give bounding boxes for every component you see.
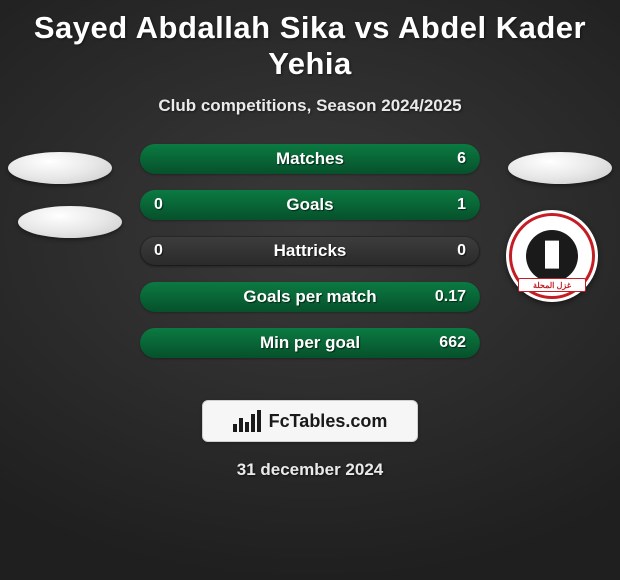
club-logo-inner: [526, 230, 578, 282]
stat-label: Min per goal: [140, 328, 480, 358]
stat-value-left: 0: [154, 236, 163, 266]
stat-value-right: 6: [457, 144, 466, 174]
brand-text: FcTables.com: [269, 411, 388, 432]
brand-badge[interactable]: FcTables.com: [202, 400, 418, 442]
player-right-badge: [508, 152, 612, 184]
player-left-badge-1: [8, 152, 112, 184]
page-title: Sayed Abdallah Sika vs Abdel Kader Yehia: [0, 0, 620, 82]
comparison-card: Sayed Abdallah Sika vs Abdel Kader Yehia…: [0, 0, 620, 480]
snapshot-date: 31 december 2024: [0, 460, 620, 480]
stat-row: Hattricks0 0: [140, 236, 480, 266]
stat-value-right: 1: [457, 190, 466, 220]
stat-label: Goals per match: [140, 282, 480, 312]
stat-value-left: 0: [154, 190, 163, 220]
stat-row: Goals0 1: [140, 190, 480, 220]
club-logo: غزل المحلة: [506, 210, 598, 302]
subtitle: Club competitions, Season 2024/2025: [0, 96, 620, 116]
stat-label: Goals: [140, 190, 480, 220]
chart-bars-icon: [233, 410, 263, 432]
stat-value-right: 0: [457, 236, 466, 266]
player-left-badge-2: [18, 206, 122, 238]
club-logo-figure: [545, 241, 559, 269]
stats-area: غزل المحلة Matches6Goals01Hattricks00Goa…: [0, 144, 620, 394]
stat-value-right: 662: [439, 328, 466, 358]
stat-value-right: 0.17: [435, 282, 466, 312]
stat-label: Matches: [140, 144, 480, 174]
stat-bars: Matches6Goals01Hattricks00Goals per matc…: [140, 144, 480, 374]
stat-row: Matches6: [140, 144, 480, 174]
stat-row: Goals per match0.17: [140, 282, 480, 312]
stat-row: Min per goal662: [140, 328, 480, 358]
club-logo-ribbon: غزل المحلة: [518, 278, 586, 292]
club-logo-ring: غزل المحلة: [509, 213, 595, 299]
stat-label: Hattricks: [140, 236, 480, 266]
